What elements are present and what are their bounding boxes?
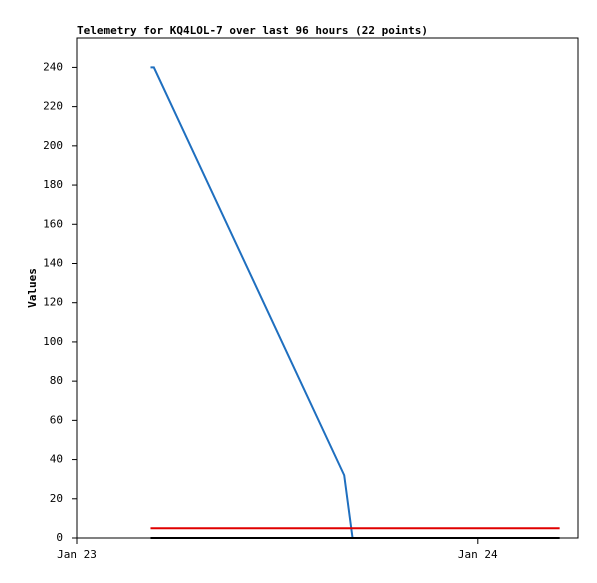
y-tick-label: 200 <box>43 139 63 152</box>
y-tick-label: 0 <box>56 531 63 544</box>
y-tick-label: 180 <box>43 178 63 191</box>
y-tick-label: 40 <box>50 453 63 466</box>
y-tick-label: 20 <box>50 492 63 505</box>
y-tick-label: 160 <box>43 217 63 230</box>
chart-title: Telemetry for KQ4LOL-7 over last 96 hour… <box>77 24 428 37</box>
series-line <box>150 66 354 539</box>
y-tick-label: 220 <box>43 100 63 113</box>
y-axis-label: Values <box>26 268 39 308</box>
plot-frame <box>76 37 579 539</box>
x-tick-label: Jan 23 <box>57 548 97 561</box>
y-tick-label: 240 <box>43 60 63 73</box>
y-tick-label: 100 <box>43 335 63 348</box>
y-tick-label: 120 <box>43 296 63 309</box>
x-tick-label: Jan 24 <box>458 548 498 561</box>
y-tick-label: 60 <box>50 413 63 426</box>
y-tick-label: 140 <box>43 256 63 269</box>
y-tick-label: 80 <box>50 374 63 387</box>
